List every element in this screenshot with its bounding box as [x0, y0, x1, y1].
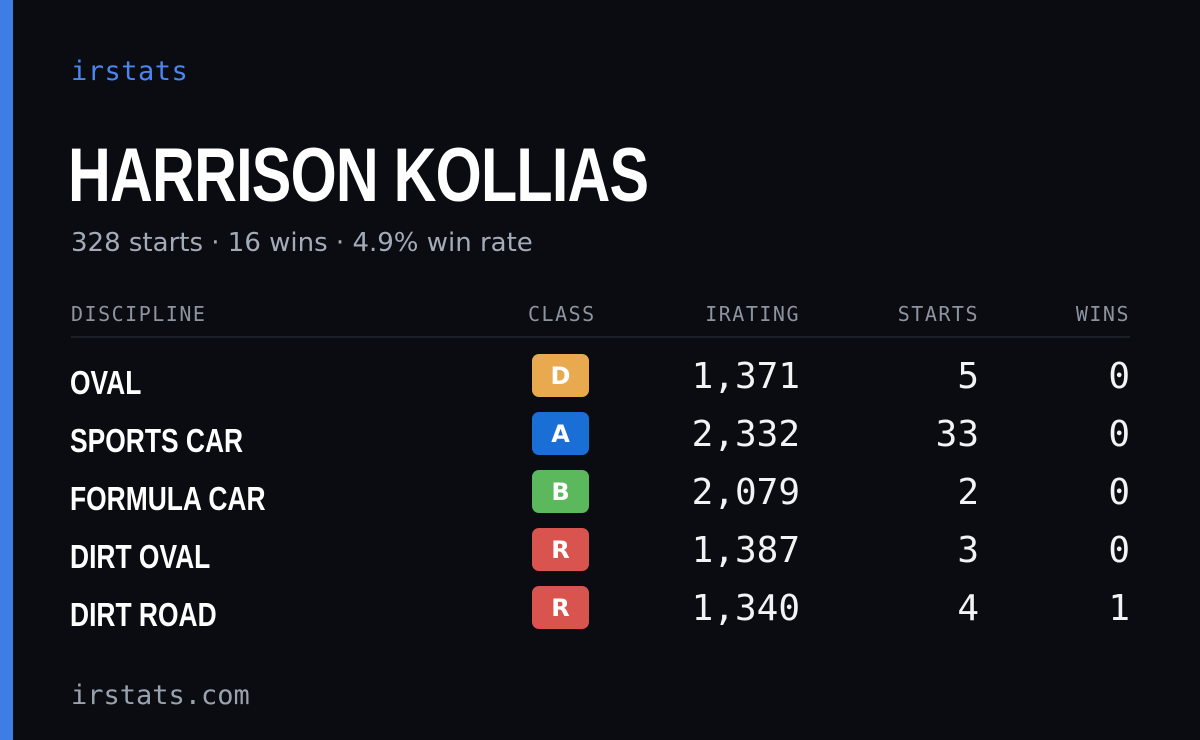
wins-value: 0 [1108, 414, 1130, 455]
starts-value: 4 [957, 588, 979, 629]
wins-value: 0 [1108, 472, 1130, 513]
irating-value: 1,371 [691, 356, 800, 397]
table-row: OVAL D 1,371 5 0 [0, 354, 1200, 412]
column-header-class: CLASS [528, 302, 596, 326]
discipline-label: SPORTS CAR [70, 422, 244, 459]
accent-bar [0, 0, 13, 740]
column-header-discipline: DISCIPLINE [71, 302, 207, 326]
driver-summary: 328 starts · 16 wins · 4.9% win rate [71, 228, 533, 258]
column-header-irating: IRATING [705, 302, 800, 326]
table-row: SPORTS CAR A 2,332 33 0 [0, 412, 1200, 470]
discipline-label: FORMULA CAR [70, 480, 266, 517]
table-row: DIRT OVAL R 1,387 3 0 [0, 528, 1200, 586]
irating-value: 1,340 [691, 588, 800, 629]
wins-value: 0 [1108, 356, 1130, 397]
wins-value: 1 [1108, 588, 1130, 629]
footer-domain: irstats.com [71, 680, 250, 711]
irating-value: 2,332 [691, 414, 800, 455]
discipline-label: DIRT ROAD [70, 596, 217, 633]
starts-value: 2 [957, 472, 979, 513]
driver-name: HARRISON KOLLIAS [68, 133, 649, 218]
starts-value: 33 [935, 414, 979, 455]
wins-value: 0 [1108, 530, 1130, 571]
class-badge: B [532, 470, 589, 513]
column-header-starts: STARTS [897, 302, 979, 326]
starts-value: 3 [957, 530, 979, 571]
discipline-label: OVAL [70, 364, 142, 401]
class-badge: R [532, 528, 589, 571]
table-row: FORMULA CAR B 2,079 2 0 [0, 470, 1200, 528]
class-badge: A [532, 412, 589, 455]
brand-logo-text: irstats [71, 56, 189, 87]
table-row: DIRT ROAD R 1,340 4 1 [0, 586, 1200, 644]
irating-value: 1,387 [691, 530, 800, 571]
discipline-label: DIRT OVAL [70, 538, 211, 575]
class-badge: R [532, 586, 589, 629]
starts-value: 5 [957, 356, 979, 397]
irating-value: 2,079 [691, 472, 800, 513]
class-badge: D [532, 354, 589, 397]
column-header-wins: WINS [1075, 302, 1130, 326]
header-divider [71, 336, 1130, 338]
